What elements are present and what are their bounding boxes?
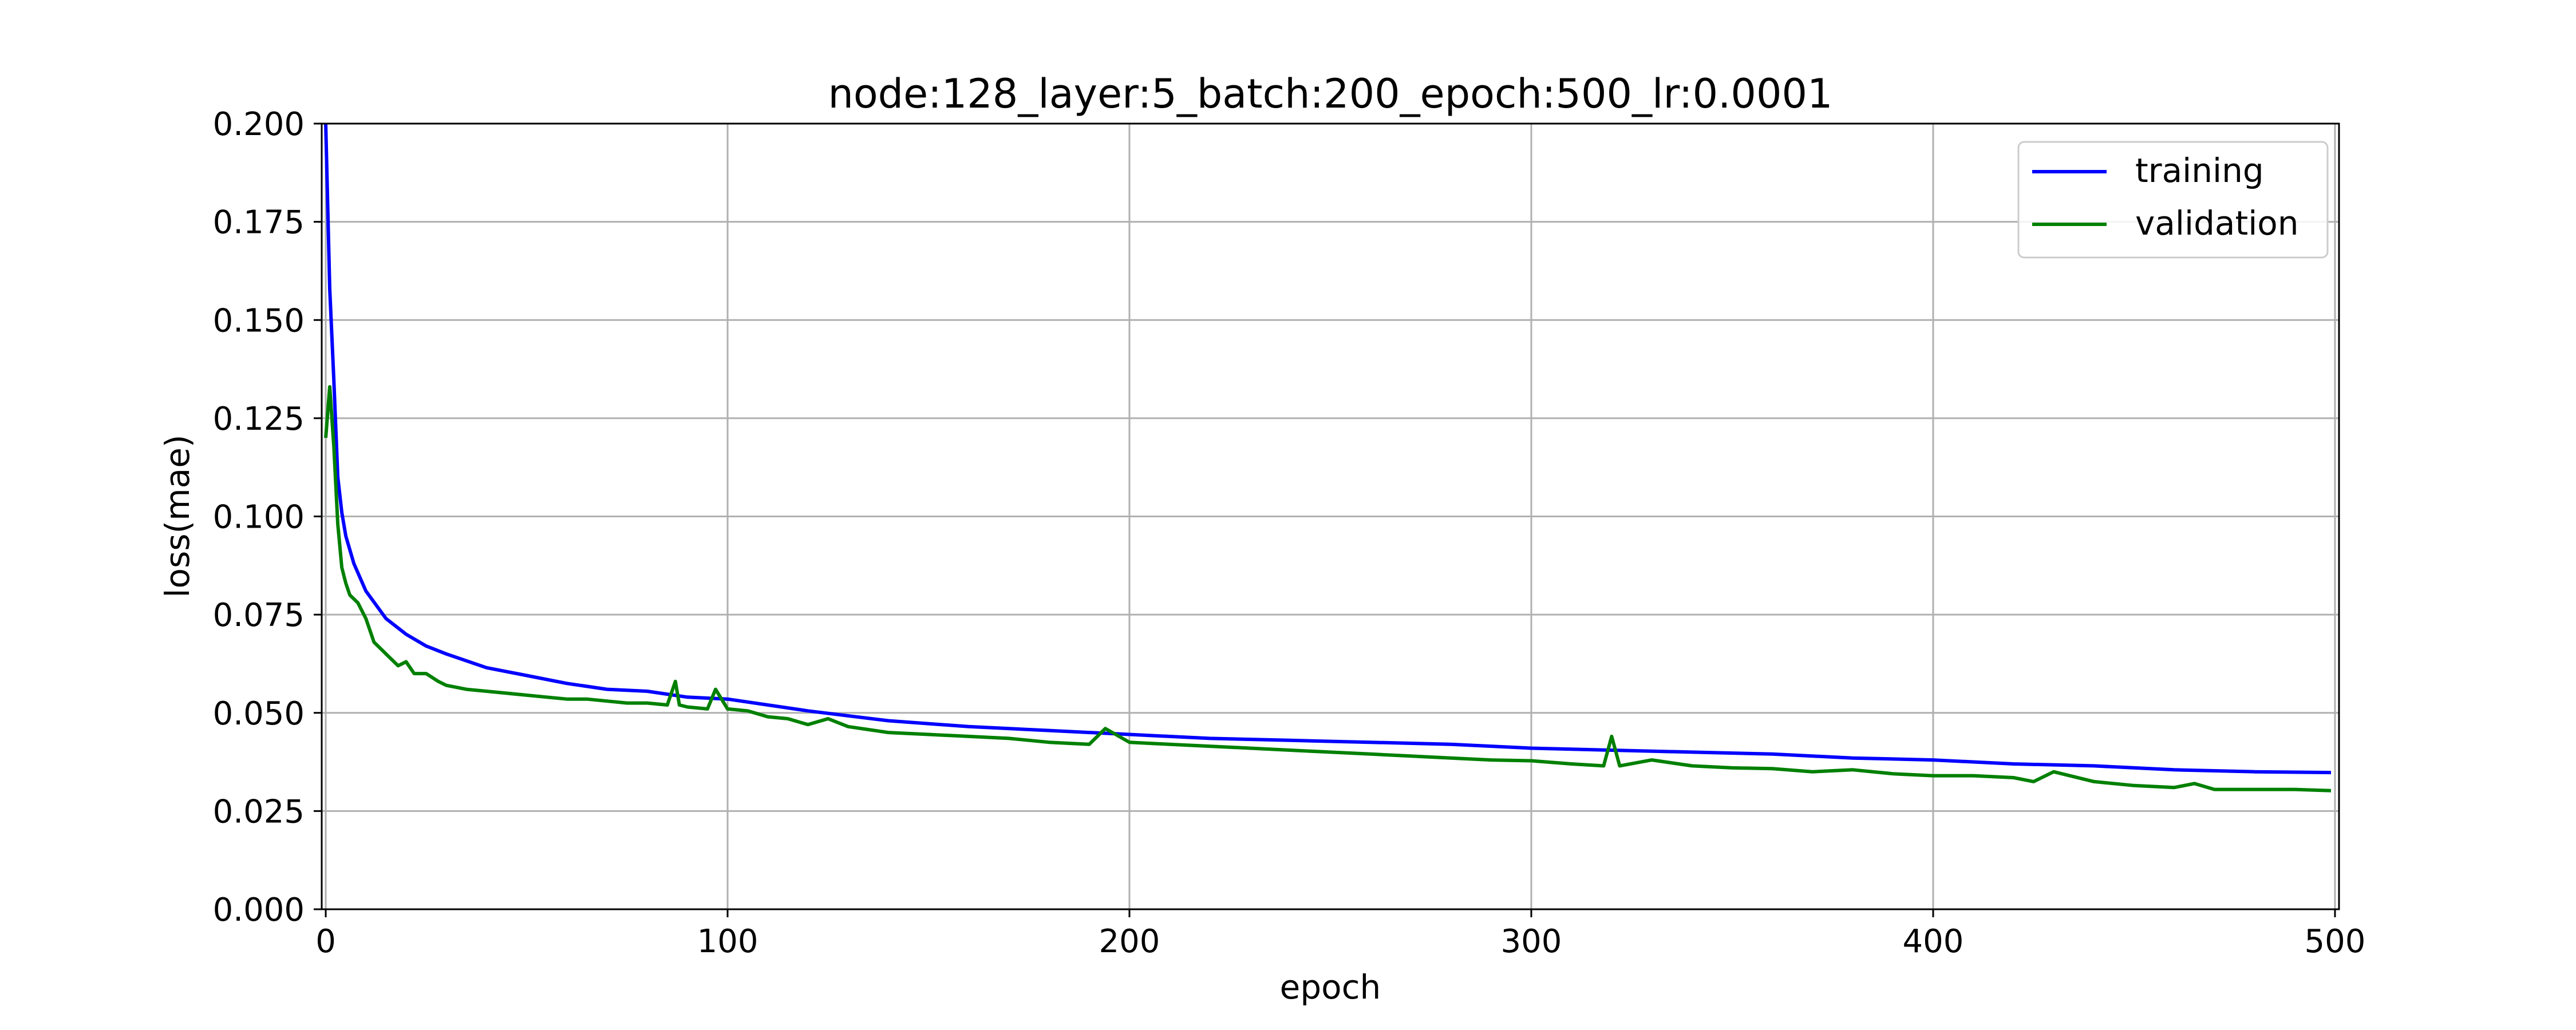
legend-label-validation: validation [2135, 204, 2299, 243]
legend: training validation [2017, 141, 2329, 259]
x-axis-label: epoch [1280, 968, 1381, 1007]
y-tick-label: 0.125 [213, 401, 305, 438]
chart-title: node:128_layer:5_batch:200_epoch:500_lr:… [828, 70, 1832, 117]
tick-layer: 0 100 200 300 400 500 0.000 0.025 0.050 0.075 0.10… [213, 106, 2366, 960]
y-tick-label: 0.025 [213, 793, 305, 830]
y-tick-label: 0.050 [213, 695, 305, 732]
x-tick-label: 300 [1501, 923, 1562, 960]
series-line-training [324, 124, 2332, 775]
y-tick-label: 0.200 [213, 106, 305, 143]
legend-label-training: training [2135, 151, 2264, 190]
x-tick-label: 400 [1903, 923, 1964, 960]
series-layer [324, 124, 2332, 793]
x-tick-label: 200 [1099, 923, 1160, 960]
x-tick-label: 100 [697, 923, 758, 960]
y-tick-label: 0.150 [213, 302, 305, 339]
y-tick-label: 0.000 [213, 892, 305, 929]
y-axis-label: loss(mae) [158, 434, 197, 597]
y-tick-label: 0.075 [213, 597, 305, 634]
grid-layer [322, 122, 2339, 910]
series-line-validation [324, 385, 2332, 793]
y-tick-label: 0.100 [213, 499, 305, 536]
x-tick-label: 500 [2305, 923, 2366, 960]
x-tick-label: 0 [315, 923, 336, 960]
y-tick-label: 0.175 [213, 204, 305, 241]
